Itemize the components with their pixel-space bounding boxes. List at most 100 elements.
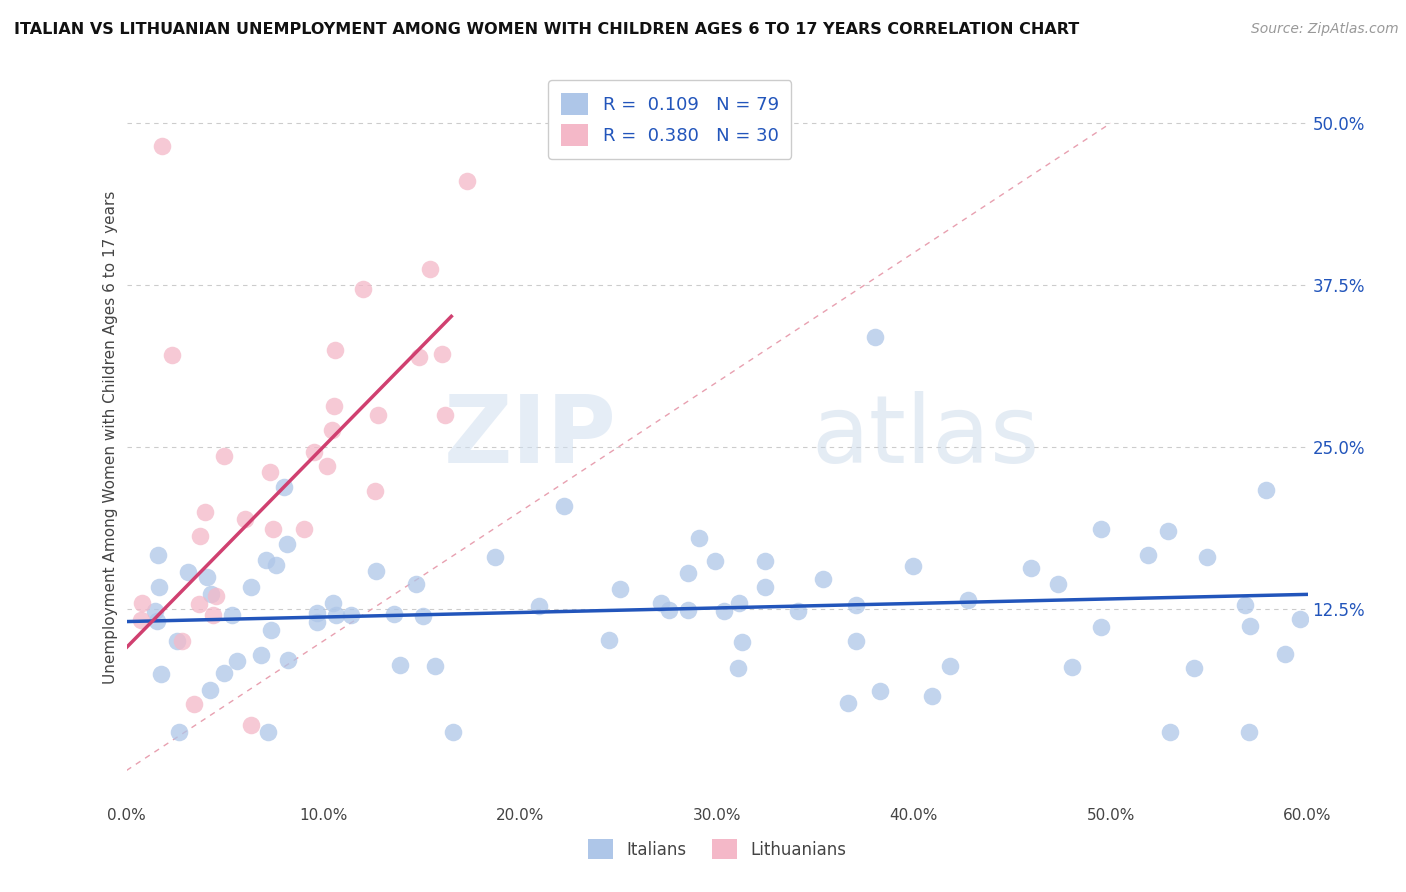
Point xyxy=(688,531,710,545)
Point xyxy=(845,599,868,613)
Point xyxy=(1136,548,1159,562)
Point xyxy=(143,604,166,618)
Point xyxy=(305,607,328,621)
Point xyxy=(1047,577,1070,591)
Point xyxy=(188,529,211,543)
Point xyxy=(325,607,347,622)
Point xyxy=(233,512,256,526)
Point xyxy=(305,615,328,629)
Point xyxy=(340,608,363,623)
Point xyxy=(239,580,262,594)
Point xyxy=(1195,549,1218,564)
Point xyxy=(1233,599,1256,613)
Point xyxy=(1060,659,1083,673)
Point xyxy=(921,690,943,704)
Point xyxy=(811,572,834,586)
Text: atlas: atlas xyxy=(811,391,1040,483)
Point xyxy=(731,635,754,649)
Point xyxy=(194,505,217,519)
Point xyxy=(845,633,868,648)
Point xyxy=(212,666,235,681)
Point xyxy=(433,409,456,423)
Point xyxy=(869,683,891,698)
Point xyxy=(148,581,170,595)
Point xyxy=(131,596,153,610)
Point xyxy=(264,558,287,572)
Point xyxy=(205,589,228,603)
Point xyxy=(176,565,198,579)
Text: ITALIAN VS LITHUANIAN UNEMPLOYMENT AMONG WOMEN WITH CHILDREN AGES 6 TO 17 YEARS : ITALIAN VS LITHUANIAN UNEMPLOYMENT AMONG… xyxy=(14,22,1080,37)
Point xyxy=(658,603,681,617)
Point xyxy=(239,718,262,732)
Point xyxy=(650,596,672,610)
Point xyxy=(1090,619,1112,633)
Point xyxy=(322,596,344,610)
Point xyxy=(529,599,551,613)
Point xyxy=(1289,612,1312,626)
Point xyxy=(149,667,172,681)
Point xyxy=(256,724,278,739)
Point xyxy=(1274,648,1296,662)
Point xyxy=(187,597,209,611)
Point xyxy=(754,580,776,594)
Text: Source: ZipAtlas.com: Source: ZipAtlas.com xyxy=(1251,22,1399,37)
Legend: Italians, Lithuanians: Italians, Lithuanians xyxy=(579,830,855,868)
Point xyxy=(323,343,346,358)
Point xyxy=(939,659,962,673)
Point xyxy=(197,570,219,584)
Point xyxy=(1019,561,1042,575)
Point xyxy=(408,351,430,365)
Point xyxy=(901,559,924,574)
Point xyxy=(292,522,315,536)
Point xyxy=(405,577,427,591)
Point xyxy=(786,604,808,618)
Point xyxy=(412,609,434,624)
Point xyxy=(389,657,412,672)
Point xyxy=(315,459,337,474)
Point xyxy=(321,423,343,437)
Point xyxy=(146,614,169,628)
Point xyxy=(1239,619,1261,633)
Point xyxy=(441,724,464,739)
Point xyxy=(713,604,735,618)
Point xyxy=(198,682,221,697)
Point xyxy=(167,724,190,739)
Point xyxy=(1090,522,1112,536)
Point xyxy=(553,500,575,514)
Point xyxy=(676,566,699,580)
Point xyxy=(367,408,389,422)
Point xyxy=(837,696,859,710)
Point xyxy=(676,602,699,616)
Point xyxy=(1237,724,1260,739)
Point xyxy=(419,262,441,277)
Point xyxy=(254,553,277,567)
Point xyxy=(160,348,183,362)
Point xyxy=(172,633,194,648)
Point xyxy=(727,661,749,675)
Point xyxy=(201,607,224,622)
Point xyxy=(1159,724,1181,739)
Point xyxy=(150,139,173,153)
Point xyxy=(352,282,374,296)
Point xyxy=(1156,524,1178,538)
Point xyxy=(1182,661,1205,675)
Point xyxy=(129,613,152,627)
Point xyxy=(200,587,222,601)
Point xyxy=(863,330,886,344)
Point xyxy=(322,399,344,413)
Point xyxy=(225,654,247,668)
Point xyxy=(484,550,506,565)
Point xyxy=(456,174,478,188)
Point xyxy=(430,347,453,361)
Point xyxy=(423,658,446,673)
Point xyxy=(273,481,295,495)
Point xyxy=(382,607,405,621)
Point xyxy=(277,653,299,667)
Point xyxy=(276,536,298,550)
Point xyxy=(609,582,631,596)
Point xyxy=(598,632,620,647)
Point xyxy=(260,623,283,637)
Point xyxy=(221,608,243,623)
Text: ZIP: ZIP xyxy=(444,391,617,483)
Point xyxy=(703,554,725,568)
